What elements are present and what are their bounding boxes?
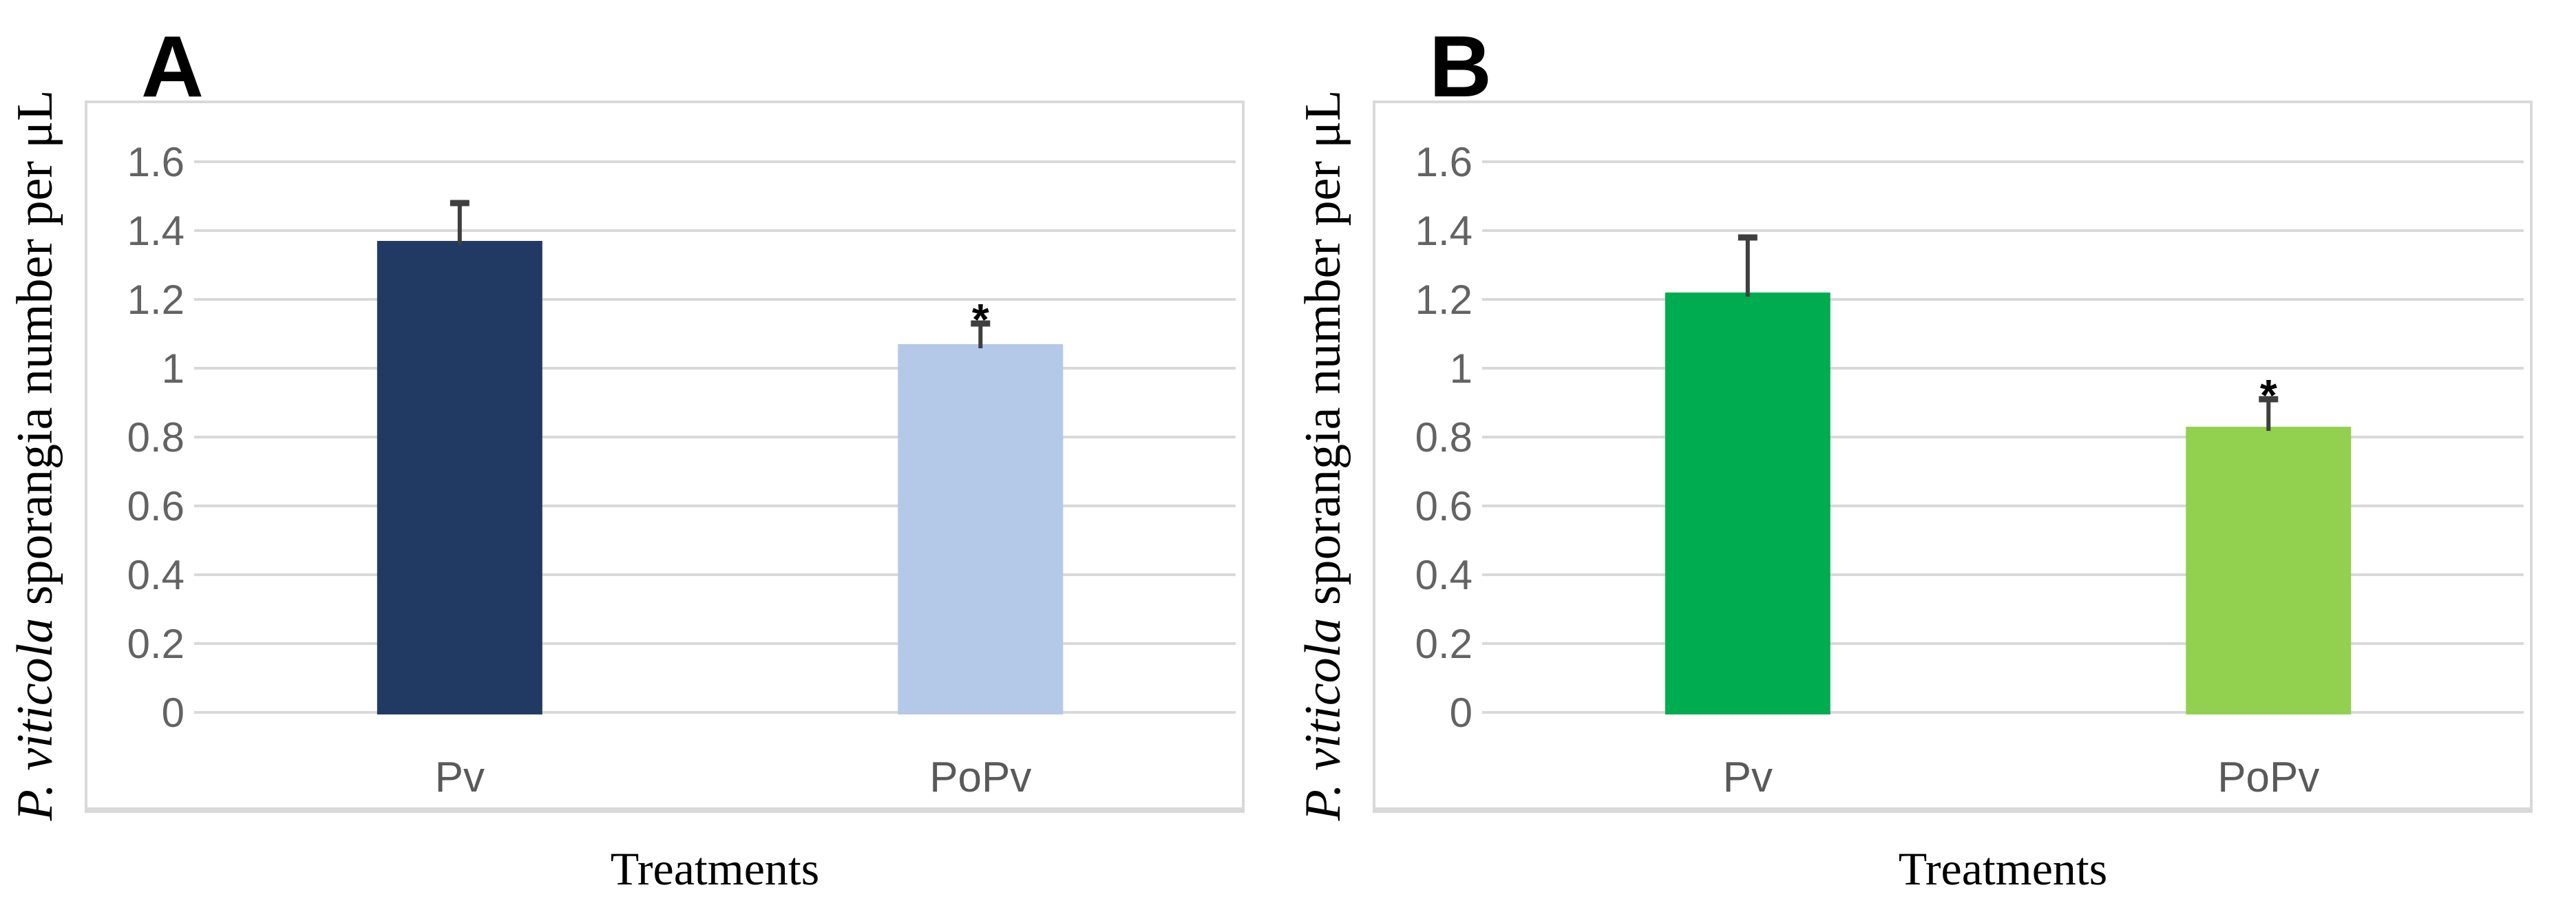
y-tick-label-1.2: 1.2 <box>127 277 184 323</box>
y-tick-label-0: 0 <box>162 690 184 736</box>
chart-area-border <box>85 100 1245 810</box>
bar-popv <box>898 344 1064 714</box>
y-tick-label-0.2: 0.2 <box>1415 621 1472 667</box>
x-axis-title: Treatments <box>1899 842 2107 895</box>
y-tick-label-0: 0 <box>1450 690 1472 736</box>
y-tick-label-0.8: 0.8 <box>127 414 184 460</box>
x-tick-label-popv: PoPv <box>929 754 1031 801</box>
y-axis-title: P. viticola sporangia number per μL <box>1295 90 1351 822</box>
y-tick-label-1.6: 1.6 <box>1415 139 1472 185</box>
error-bar-cap-popv <box>971 320 991 327</box>
y-tick-label-0.2: 0.2 <box>127 621 184 667</box>
x-axis-title: Treatments <box>611 842 819 895</box>
chart-area-border <box>1373 100 2533 810</box>
x-tick-label-pv: Pv <box>435 754 485 801</box>
y-tick-label-1: 1 <box>1450 346 1472 392</box>
y-axis-title: P. viticola sporangia number per μL <box>7 90 63 822</box>
y-tick-label-0.4: 0.4 <box>1415 552 1472 598</box>
y-tick-label-0.4: 0.4 <box>127 552 184 598</box>
y-tick-label-0.6: 0.6 <box>1415 483 1472 529</box>
significance-asterisk-popv: * <box>2260 370 2277 420</box>
panel-letter-b: B <box>1429 18 1492 115</box>
y-tick-label-1.4: 1.4 <box>127 208 184 254</box>
bar-pv <box>1665 293 1830 714</box>
x-tick-label-pv: Pv <box>1723 754 1773 801</box>
significance-asterisk-popv: * <box>972 295 989 344</box>
error-bar-cap-pv <box>1738 234 1757 241</box>
y-tick-label-1: 1 <box>162 346 184 392</box>
y-tick-label-1.2: 1.2 <box>1415 277 1472 323</box>
y-tick-label-1.6: 1.6 <box>127 139 184 185</box>
y-tick-label-0.8: 0.8 <box>1415 414 1472 460</box>
panel-a: 0 0.2 0.4 0.6 0.8 1 1.2 1.4 1.6 Pv * PoPv Treatments… <box>0 0 1288 909</box>
error-bar-cap-popv <box>2259 396 2279 403</box>
error-bar-cap-pv <box>450 200 469 206</box>
bar-popv <box>2186 427 2352 714</box>
bar-chart-b: 0 0.2 0.4 0.6 0.8 1 1.2 1.4 1.6 Pv * PoPv Treatments… <box>1295 18 2533 895</box>
bar-chart-a: 0 0.2 0.4 0.6 0.8 1 1.2 1.4 1.6 Pv * PoPv Treatments… <box>7 18 1245 895</box>
y-tick-label-1.4: 1.4 <box>1415 208 1472 254</box>
bar-pv <box>377 241 542 714</box>
x-tick-label-popv: PoPv <box>2217 754 2319 801</box>
panel-letter-a: A <box>141 18 204 115</box>
y-tick-label-0.6: 0.6 <box>127 483 184 529</box>
panel-b: 0 0.2 0.4 0.6 0.8 1 1.2 1.4 1.6 Pv * PoPv Treatments… <box>1288 0 2576 909</box>
